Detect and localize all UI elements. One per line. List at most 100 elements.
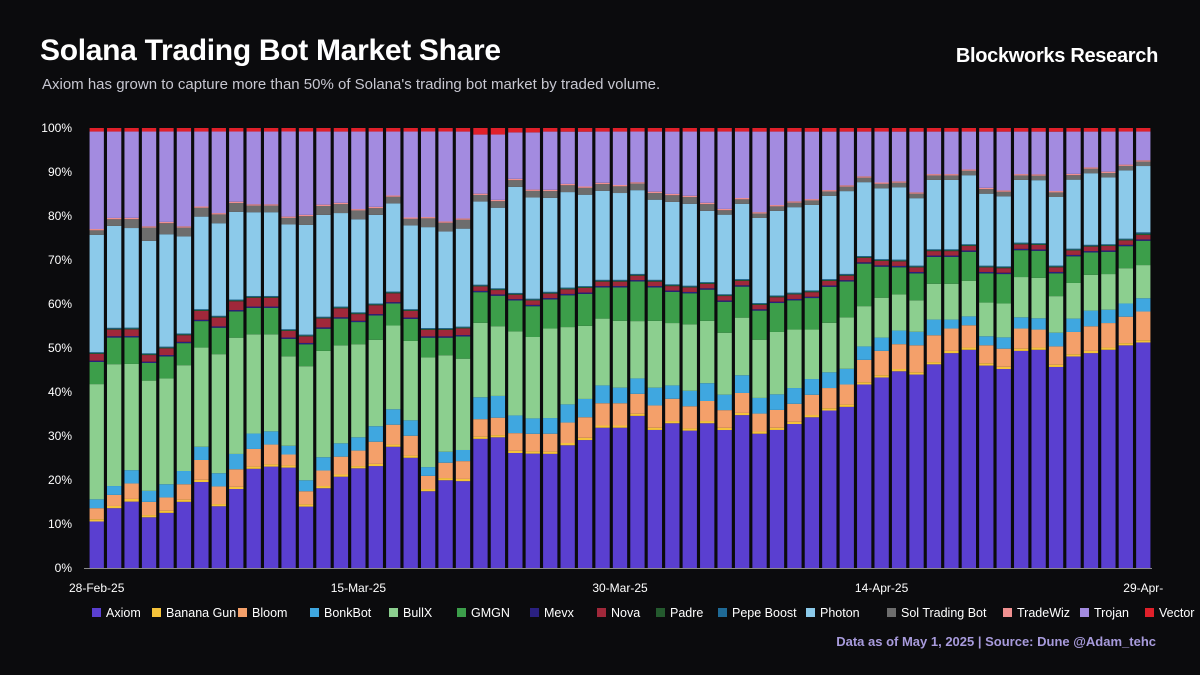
bar-segment-axiom — [944, 353, 959, 568]
bar-stack — [124, 128, 139, 568]
bar-segment-nova — [176, 335, 192, 342]
bar-segment-axiom — [107, 508, 122, 568]
bar-segment-pepe-boost — [944, 249, 959, 251]
bar-segment-mevx — [665, 290, 680, 292]
bar-segment-tradewiz — [455, 218, 471, 220]
bar-segment-bonkbot — [525, 418, 540, 434]
bar-segment-pepe-boost — [630, 273, 645, 275]
bar-segment-gmgn — [700, 289, 715, 321]
bar-segment-bonkbot — [734, 375, 750, 393]
bar-stack — [787, 128, 802, 568]
legend-item: GMGN — [457, 606, 510, 620]
bar-segment-gmgn — [822, 286, 837, 323]
bar-segment-sol-trading-bot — [1083, 168, 1099, 174]
bar-segment-photon — [333, 213, 349, 307]
bar-segment-padre — [857, 256, 872, 258]
bar-stack — [316, 128, 331, 568]
bar-segment-bullx — [979, 302, 994, 337]
bar-segment-gmgn — [508, 300, 523, 332]
legend-item: BonkBot — [310, 606, 372, 620]
bar-segment-mevx — [700, 288, 715, 290]
bar-segment-tradewiz — [665, 193, 680, 196]
bar-segment-nova — [438, 329, 453, 337]
bar-stack — [107, 128, 122, 568]
bar-segment-pepe-boost — [717, 294, 732, 296]
bar-segment-mevx — [926, 255, 942, 257]
bar-segment-mevx — [420, 336, 436, 338]
bar-segment-vector — [577, 128, 593, 132]
legend-item: Padre — [656, 606, 703, 620]
bar-segment-mevx — [403, 317, 418, 319]
brand-logo-text: Blockworks Research — [955, 45, 1158, 67]
bar-segment-bullx — [420, 357, 436, 468]
bar-segment-bloom — [508, 433, 523, 451]
bar-segment-bloom — [926, 335, 942, 363]
bar-segment-axiom — [211, 506, 226, 568]
bar-segment-bonkbot — [787, 388, 802, 404]
bar-segment-gmgn — [857, 263, 872, 307]
bar-segment-trojan — [560, 131, 575, 184]
bar-segment-nova — [822, 280, 837, 286]
bar-segment-bullx — [595, 318, 610, 386]
bar-segment-tradewiz — [804, 199, 820, 201]
bar-segment-banana-gun — [577, 437, 593, 441]
bar-segment-vector — [211, 128, 226, 132]
bar-segment-pepe-boost — [1066, 248, 1081, 250]
bar-segment-trojan — [211, 131, 226, 214]
bar-segment-photon — [229, 211, 244, 300]
bar-segment-vector — [1048, 128, 1064, 132]
bar-segment-pepe-boost — [438, 328, 453, 329]
bar-segment-gmgn — [264, 307, 279, 335]
bar-segment-sol-trading-bot — [333, 204, 349, 214]
bar-segment-axiom — [787, 424, 802, 568]
bar-segment-axiom — [891, 371, 907, 568]
bar-segment-mevx — [176, 341, 192, 344]
bar-stack — [996, 128, 1011, 568]
bar-segment-bullx — [386, 325, 401, 410]
bar-segment-nova — [368, 305, 383, 315]
bar-segment-photon — [595, 190, 610, 280]
bar-segment-bonkbot — [926, 319, 942, 336]
bar-segment-axiom — [194, 482, 209, 568]
bar-segment-mevx — [246, 306, 261, 308]
bar-segment-photon — [979, 193, 994, 266]
bar-segment-pepe-boost — [159, 346, 174, 348]
bar-segment-nova — [1066, 250, 1081, 255]
bar-segment-gmgn — [159, 356, 174, 379]
bar-segment-bloom — [1014, 328, 1029, 349]
bar-segment-tradewiz — [543, 189, 558, 192]
bar-segment-gmgn — [909, 273, 924, 301]
bar-segment-vector — [455, 128, 471, 132]
legend-swatch — [1145, 608, 1154, 617]
bar-segment-pepe-boost — [1118, 238, 1133, 240]
bar-segment-axiom — [246, 468, 261, 568]
bar-segment-bullx — [647, 320, 663, 388]
bar-segment-bonkbot — [769, 394, 785, 410]
bar-segment-nova — [577, 287, 593, 293]
y-tick-label: 80% — [48, 209, 72, 223]
bar-segment-trojan — [1118, 131, 1133, 165]
bar-segment-sol-trading-bot — [281, 217, 296, 225]
y-tick-label: 40% — [48, 385, 72, 399]
bar-segment-padre — [351, 313, 366, 315]
bar-segment-pepe-boost — [229, 299, 244, 301]
bar-segment-mevx — [595, 286, 610, 288]
bar-segment-banana-gun — [298, 504, 314, 507]
y-tick-label: 90% — [48, 165, 72, 179]
bar-segment-vector — [700, 128, 715, 132]
bar-segment-sol-trading-bot — [403, 218, 418, 226]
bar-segment-bloom — [159, 497, 174, 511]
bar-segment-bloom — [124, 483, 139, 499]
bar-segment-pepe-boost — [612, 279, 628, 281]
bar-segment-banana-gun — [874, 375, 889, 378]
bar-segment-nova — [979, 267, 994, 272]
bar-segment-pepe-boost — [420, 328, 436, 329]
bar-segment-sol-trading-bot — [804, 200, 820, 205]
legend-label: GMGN — [471, 606, 510, 620]
bar-segment-bullx — [926, 283, 942, 320]
bar-segment-vector — [857, 128, 872, 132]
bar-segment-gmgn — [246, 307, 261, 335]
bar-segment-mevx — [159, 355, 174, 357]
bar-segment-bloom — [700, 401, 715, 422]
